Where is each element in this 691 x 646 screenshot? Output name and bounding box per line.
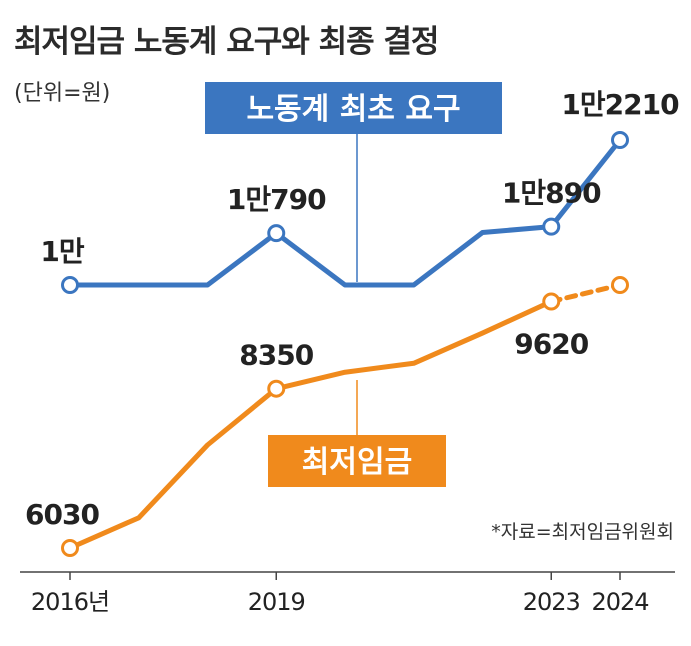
data-label: 6030 bbox=[25, 498, 99, 531]
x-tick-label: 2016년 bbox=[31, 588, 109, 616]
chart-title: 최저임금 노동계 요구와 최종 결정 bbox=[14, 24, 438, 60]
legend-box bbox=[268, 435, 446, 487]
x-axis-ticks: 2016년 2019 2023 2024 bbox=[31, 572, 650, 616]
data-label: 1만 bbox=[40, 235, 84, 268]
x-tick-label: 2023 bbox=[523, 588, 580, 616]
data-point-marker bbox=[267, 379, 286, 398]
data-point-marker bbox=[611, 276, 629, 294]
data-label: 1만2210 bbox=[561, 88, 679, 121]
legend-label: 노동계 최초 요구 bbox=[246, 92, 460, 127]
data-point-marker bbox=[611, 131, 629, 149]
data-point-marker bbox=[61, 276, 79, 294]
data-point-marker bbox=[61, 539, 79, 557]
data-label: 8350 bbox=[239, 339, 313, 372]
source-note: *자료=최저임금위원회 bbox=[491, 521, 674, 543]
series-layer: 1만 1만790 1만890 1만2210 6030 8350 9620 bbox=[25, 88, 680, 557]
data-label: 9620 bbox=[514, 327, 588, 360]
unit-note: (단위=원) bbox=[14, 81, 110, 106]
data-point-marker bbox=[267, 224, 286, 243]
series-line bbox=[67, 137, 623, 288]
x-tick-label: 2024 bbox=[591, 588, 648, 616]
legend-label: 최저임금 bbox=[302, 445, 412, 480]
series-line bbox=[67, 298, 554, 551]
data-label: 1만890 bbox=[502, 177, 601, 210]
data-point-marker bbox=[542, 217, 561, 236]
x-tick-label: 2019 bbox=[248, 588, 305, 616]
data-label: 1만790 bbox=[227, 183, 326, 216]
legend-box bbox=[205, 82, 502, 134]
data-point-marker bbox=[542, 292, 561, 311]
series-line-projection bbox=[548, 282, 623, 304]
